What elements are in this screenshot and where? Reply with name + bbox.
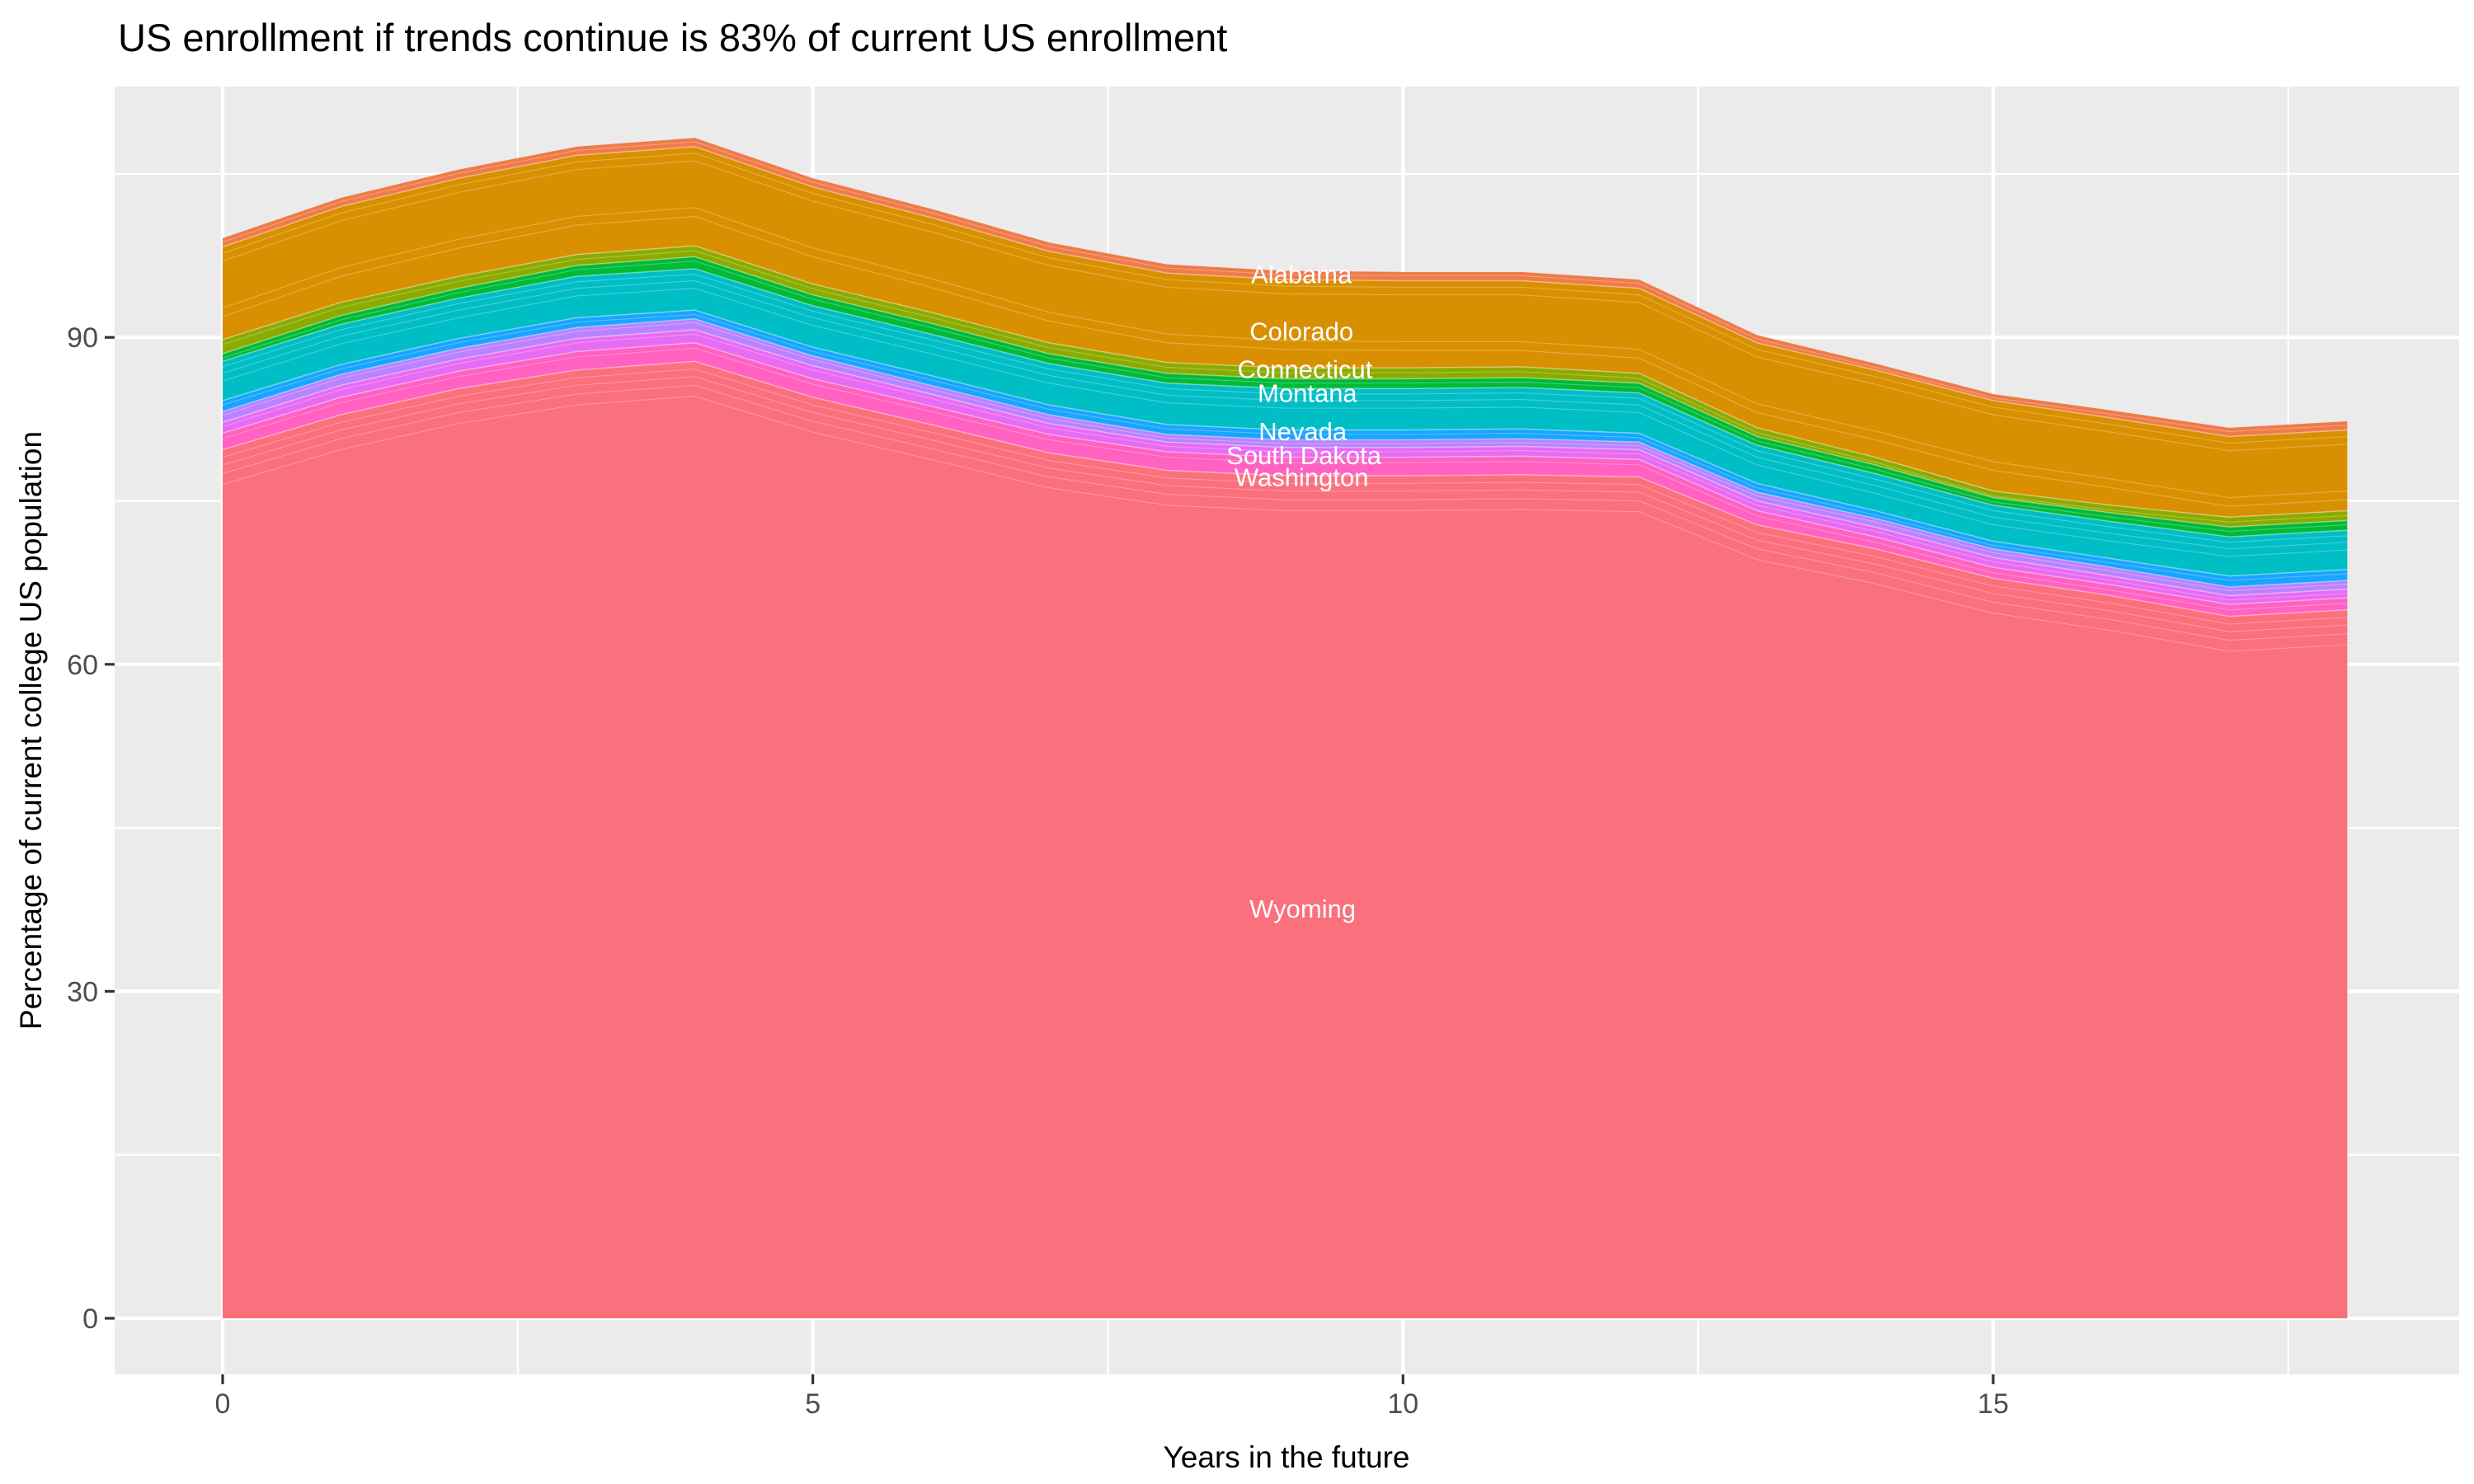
band-hairline	[222, 250, 2348, 523]
state-label-colorado: Colorado	[1249, 317, 1353, 345]
band-hairline	[222, 279, 2348, 550]
state-label-connecticut: Connecticut	[1238, 355, 1373, 384]
y-tick-label: 60	[67, 650, 98, 681]
band-hairline	[222, 376, 2348, 632]
area-band-washington	[223, 342, 2348, 617]
band-boundary-line	[222, 360, 2348, 618]
area-band-wyoming	[223, 361, 2348, 1319]
state-label-alabama: Alabama	[1251, 261, 1352, 289]
band-hairline	[222, 396, 2348, 652]
band-hairline	[222, 141, 2348, 433]
band-boundary-line	[222, 256, 2348, 528]
chart-title: US enrollment if trends continue is 83% …	[118, 16, 1228, 59]
band-boundary-line	[222, 317, 2348, 588]
x-axis-title: Years in the future	[1163, 1440, 1410, 1474]
band-hairline	[222, 288, 2348, 557]
band-boundary-line	[222, 245, 2348, 519]
band-boundary-line	[222, 146, 2348, 438]
x-tick-label: 0	[215, 1388, 231, 1420]
y-tick-label: 0	[82, 1303, 98, 1335]
state-label-wyoming: Wyoming	[1249, 895, 1356, 923]
band-boundary-line	[222, 329, 2348, 597]
band-hairline	[222, 273, 2348, 543]
band-hairline	[222, 347, 2348, 611]
x-tick-label: 5	[805, 1388, 821, 1420]
band-hairline	[222, 153, 2348, 444]
state-label-montana: Montana	[1258, 379, 1357, 408]
band-hairline	[222, 160, 2348, 452]
band-hairline	[222, 333, 2348, 601]
area-band-nevada	[223, 268, 2348, 576]
y-tick-label: 90	[67, 322, 98, 354]
state-label-washington: Washington	[1235, 463, 1369, 491]
band-hairline	[222, 215, 2348, 507]
band-boundary-line	[222, 309, 2348, 577]
state-label-south-dakota: South Dakota	[1226, 441, 1382, 470]
state-label-nevada: Nevada	[1258, 417, 1348, 446]
band-hairline	[222, 384, 2348, 641]
band-hairline	[222, 313, 2348, 581]
band-hairline	[222, 368, 2348, 625]
area-band-colorado	[223, 146, 2348, 518]
band-hairline	[222, 207, 2348, 499]
band-hairline	[222, 261, 2348, 533]
band-boundary-line	[222, 268, 2348, 538]
y-axis-title: Percentage of current college US populat…	[14, 430, 48, 1031]
y-tick-label: 30	[67, 976, 98, 1007]
band-boundary-line	[222, 342, 2348, 605]
x-tick-label: 15	[1978, 1388, 2009, 1420]
band-hairline	[222, 322, 2348, 592]
x-tick-label: 10	[1387, 1388, 1418, 1420]
